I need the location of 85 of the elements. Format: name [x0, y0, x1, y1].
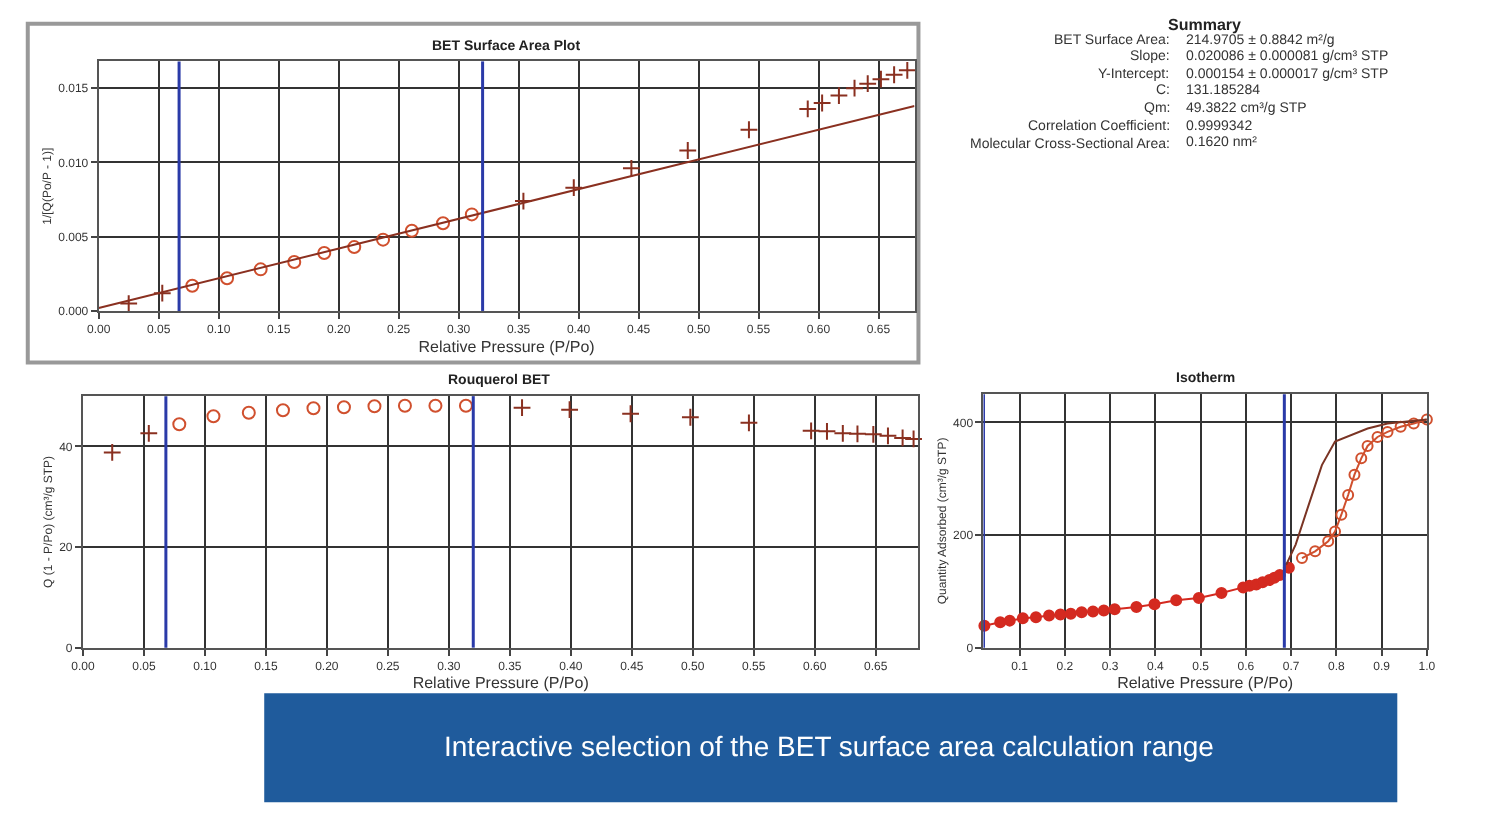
point: [739, 120, 759, 140]
point: [1215, 587, 1228, 600]
point: [1054, 608, 1067, 621]
point: [863, 424, 883, 444]
point: [1361, 439, 1374, 452]
point: [798, 99, 818, 119]
point: [1097, 604, 1110, 617]
point: [172, 417, 187, 432]
point: [119, 294, 139, 313]
point: [397, 398, 412, 413]
point: [1003, 614, 1016, 627]
point: [1086, 605, 1099, 618]
point: [1371, 430, 1384, 443]
point: [139, 423, 159, 443]
point: [1016, 612, 1029, 625]
x-axis-title: Relative Pressure (P/Po): [1117, 674, 1294, 693]
point: [680, 407, 700, 427]
point: [994, 616, 1007, 629]
point: [1295, 552, 1308, 565]
point: [621, 158, 641, 178]
point: [739, 413, 759, 433]
point: [560, 400, 580, 420]
point: [102, 443, 122, 462]
point: [404, 223, 419, 238]
point: [812, 93, 832, 113]
point: [1381, 425, 1394, 438]
point: [1108, 603, 1121, 616]
point: [1322, 535, 1335, 548]
point: [904, 429, 923, 449]
point: [458, 398, 473, 413]
point: [512, 398, 532, 418]
point: [1355, 452, 1368, 465]
point: [1043, 609, 1056, 622]
point: [801, 421, 821, 441]
point: [1329, 525, 1342, 538]
point: [317, 246, 332, 261]
point: [817, 421, 837, 441]
point: [1192, 592, 1205, 605]
point: [185, 278, 200, 293]
point: [514, 191, 533, 211]
point: [1075, 606, 1088, 619]
point: [1407, 417, 1420, 430]
point: [1130, 601, 1143, 614]
point: [306, 401, 321, 416]
point: [845, 78, 864, 98]
point: [1148, 598, 1161, 611]
point: [376, 232, 391, 247]
point: [878, 426, 898, 446]
point: [367, 399, 382, 414]
point: [428, 398, 443, 413]
point: [152, 283, 172, 303]
point: [833, 423, 853, 443]
point: [678, 141, 698, 160]
point: [893, 428, 912, 448]
point: [1420, 413, 1433, 426]
point: [347, 240, 362, 255]
point: [336, 400, 351, 415]
point: [436, 216, 451, 231]
point: [897, 60, 917, 80]
point: [884, 65, 904, 85]
x-axis-title: Relative Pressure (P/Po): [412, 674, 590, 693]
point: [621, 404, 640, 424]
x-axis-title: Relative Pressure (P/Po): [418, 337, 596, 356]
point: [287, 254, 302, 269]
point: [464, 207, 479, 222]
point: [1309, 545, 1322, 558]
point: [241, 405, 256, 420]
point: [220, 271, 235, 286]
point: [858, 74, 878, 94]
point: [275, 403, 290, 418]
point: [1342, 488, 1355, 501]
point: [253, 262, 268, 277]
point: [1394, 420, 1407, 433]
point: [1170, 594, 1183, 607]
point: [1029, 611, 1042, 624]
point: [206, 409, 221, 424]
text: Summary: [1168, 16, 1243, 34]
text: Interactive selection of the BET surface area calculation range: [444, 730, 1215, 762]
point: [829, 86, 849, 105]
point: [1335, 508, 1348, 521]
point: [1064, 607, 1077, 620]
point: [848, 424, 867, 444]
point: [1348, 468, 1361, 481]
point: [871, 69, 891, 89]
point: [564, 178, 584, 198]
